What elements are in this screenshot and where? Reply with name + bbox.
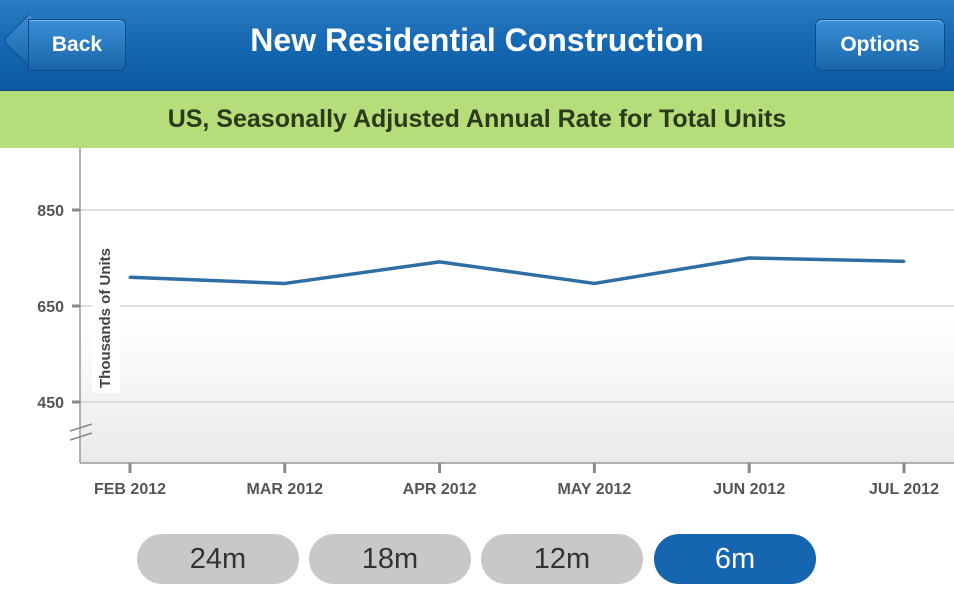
series-line [129,256,905,286]
range-option-18m[interactable]: 18m [309,534,471,584]
x-tick-label: MAR 2012 [247,481,324,498]
data-point [747,256,751,260]
range-option-6m[interactable]: 6m [654,534,816,584]
data-point [283,281,287,285]
axis-break-icon [69,423,93,441]
range-option-12m[interactable]: 12m [481,534,643,584]
line-chart: 450 650 850 FEB 2012 MAR 2012 APR 2012 MAY 20… [37,148,954,498]
page-title: New Residential Construction [250,22,704,58]
back-button[interactable]: Back [28,19,126,71]
chart-subtitle: US, Seasonally Adjusted Annual Rate for … [0,91,954,148]
options-button[interactable]: Options [815,19,945,71]
y-axis-label: Thousands of Units [97,248,114,388]
chart-area: 450 650 850 FEB 2012 MAR 2012 APR 2012 MAY 20… [0,148,954,518]
data-point [438,260,442,264]
data-point [128,275,132,279]
y-tick-label: 850 [37,203,64,220]
y-tick-label: 450 [37,395,64,412]
y-tick-label: 650 [37,299,64,316]
data-point [902,259,906,263]
data-point [592,281,596,285]
ylabel-background [92,218,120,393]
x-tick-label: MAY 2012 [557,481,631,498]
x-tick-label: JUL 2012 [869,481,939,498]
range-option-24m[interactable]: 24m [137,534,299,584]
x-tick-label: FEB 2012 [94,481,166,498]
x-tick-label: APR 2012 [403,481,477,498]
range-selector: 24m 18m 12m 6m [137,534,817,584]
nav-bar: Back New Residential Construction Option… [0,0,954,91]
x-tick-label: JUN 2012 [713,481,785,498]
